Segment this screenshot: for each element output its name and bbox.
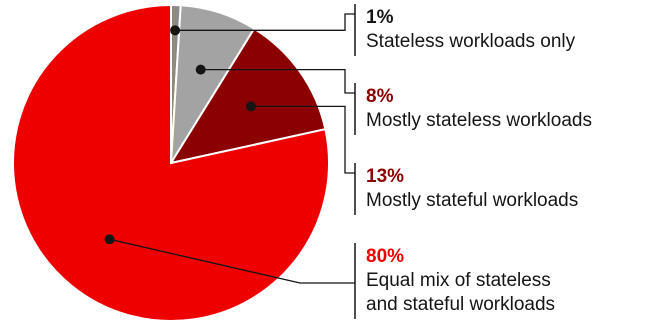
slice-category-label: and stateful workloads <box>366 294 555 315</box>
leader-lines <box>104 13 355 284</box>
leader-line <box>200 68 355 94</box>
leader-line <box>109 238 355 284</box>
slice-value-label: 13% <box>366 166 404 187</box>
slice-category-label: Stateless workloads only <box>366 31 576 52</box>
pie-slices <box>12 3 330 321</box>
leader-dot <box>245 101 256 112</box>
slice-value-label: 8% <box>366 86 394 107</box>
pie-slice <box>168 27 327 165</box>
leader-line <box>175 13 355 31</box>
slice-value-label: 1% <box>366 7 394 28</box>
slice-value-label: 80% <box>366 246 404 267</box>
pie-slice <box>12 3 330 321</box>
leader-line <box>251 105 355 174</box>
slice-category-label: Mostly stateful workloads <box>366 190 578 211</box>
slice-labels: 1% Stateless workloads only 8% Mostly state… <box>354 4 592 319</box>
slice-category-label: Mostly stateless workloads <box>366 110 592 131</box>
slice-category-label: Equal mix of stateless <box>366 270 551 291</box>
leader-dot <box>170 25 181 36</box>
leader-dot <box>104 234 115 245</box>
